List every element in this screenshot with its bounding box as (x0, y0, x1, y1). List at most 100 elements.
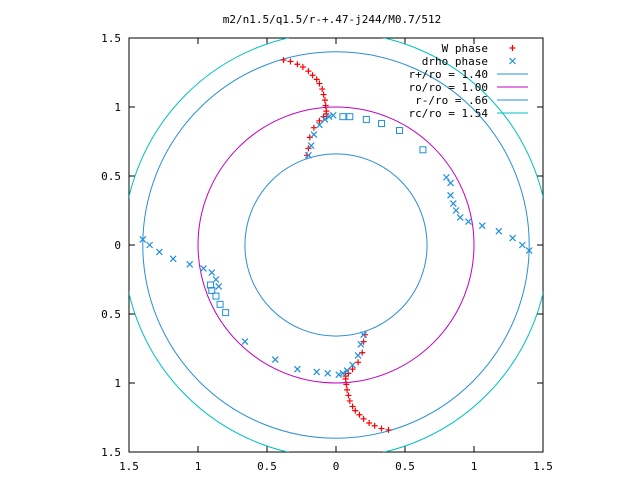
w-phase-point (316, 117, 323, 124)
w-phase-point (366, 420, 373, 427)
w-phase-point (280, 57, 287, 64)
w-phase-point (349, 403, 356, 410)
drho-phase-point (215, 282, 223, 290)
drho-phase-square (419, 146, 427, 154)
w-phase-point (378, 425, 385, 432)
w-phase-point (320, 91, 327, 98)
drho-phase-point (139, 236, 147, 243)
drho-phase-point (509, 234, 517, 242)
drho-phase-point (525, 247, 533, 254)
w-phase-point (371, 422, 378, 429)
drho-phase-point (293, 365, 301, 373)
drho-phase-point (212, 276, 220, 283)
drho-phase-point (241, 338, 249, 346)
y-tick-label: 1.5 (101, 446, 121, 459)
y-tick-label: 1 (114, 101, 121, 114)
drho-phase-point (200, 265, 207, 272)
reference-circle (142, 51, 530, 439)
drho-phase-square (362, 115, 370, 123)
drho-phase-point (442, 173, 450, 181)
w-phase-point (356, 411, 363, 418)
drho-phase-point (349, 361, 356, 369)
w-phase-point (316, 80, 323, 87)
w-phase-point (360, 415, 367, 422)
drho-phase-point (447, 191, 454, 199)
drho-phase-point (325, 113, 333, 121)
drho-phase-square (216, 300, 224, 308)
drho-phase-point (321, 115, 329, 123)
w-phase-point (310, 124, 317, 131)
x-tick-label: 1.5 (119, 460, 139, 473)
drho-phase-square (346, 113, 354, 121)
drho-phase-point (360, 331, 368, 339)
axis-ticks (128, 37, 544, 453)
drho-phase-square (378, 120, 386, 128)
drho-phase-point (307, 142, 315, 150)
legend-x-marker (509, 57, 516, 65)
reference-circles (129, 38, 543, 452)
drho-phase-square (208, 287, 216, 295)
legend-label: ro/ro = 1.00 (409, 81, 488, 94)
drho-phase-point (449, 200, 457, 208)
w-phase-point (352, 407, 359, 414)
w-phase-point (287, 58, 294, 65)
w-phase-point (385, 426, 392, 433)
drho-phase-point (313, 368, 321, 376)
drho-phase-point (304, 151, 312, 159)
drho-phase-point (447, 179, 454, 187)
drho-phase-square (212, 292, 220, 300)
x-tick-label: 1 (195, 460, 202, 473)
x-tick-label: 0.5 (395, 460, 415, 473)
drho-phase-point (310, 131, 318, 139)
drho-phase-point (478, 222, 486, 230)
w-phase-point (355, 359, 362, 366)
drho-phase-point (329, 111, 337, 119)
drho-phase-point (155, 248, 163, 256)
drho-phase-point (357, 340, 365, 348)
w-phase-point (344, 386, 351, 393)
w-phase-point (322, 102, 329, 109)
drho-phase-square (222, 309, 230, 317)
drho-phase-point (169, 255, 177, 263)
y-tick-label: 1.5 (101, 32, 121, 45)
w-phase-point (313, 76, 320, 83)
drho-phase-point (452, 207, 460, 214)
drho-phase-point (354, 351, 362, 359)
w-phase-point (305, 68, 312, 75)
y-tick-label: 0 (114, 239, 121, 252)
legend-label: rc/ro = 1.54 (409, 107, 489, 120)
drho-phase-point (208, 269, 216, 277)
drho-phase-point (335, 371, 343, 379)
drho-phase-point (465, 218, 472, 225)
x-tick-label: 1.5 (533, 460, 553, 473)
x-tick-label: 0 (333, 460, 340, 473)
x-tick-label: 0.5 (257, 460, 277, 473)
drho-phase-point (186, 260, 194, 268)
legend-label: W phase (442, 42, 488, 55)
w-phase-point (321, 97, 328, 104)
drho-phase-point (271, 356, 279, 363)
legend-label: r-/ro = .66 (415, 94, 488, 107)
legend-label: drho phase (422, 55, 488, 68)
drho-phase-point (495, 227, 503, 235)
w-phase-point (319, 86, 326, 93)
reference-circle (244, 153, 428, 337)
drho-phase-point (339, 369, 347, 377)
drho-phase-point (518, 241, 526, 249)
drho-phase-square (395, 126, 403, 134)
drho-phase-square (339, 113, 347, 121)
w-phase-point (309, 72, 316, 79)
w-phase-point (299, 63, 306, 70)
y-tick-labels: 1.5 1 0.5 0 0.5 1 1.5 (101, 32, 121, 459)
legend-label: r+/ro = 1.40 (409, 68, 488, 81)
y-tick-label: 1 (114, 377, 121, 390)
y-tick-label: 0.5 (101, 170, 121, 183)
drho-phase-point (324, 369, 332, 377)
drho-phase-point (456, 213, 464, 221)
y-tick-label: 0.5 (101, 308, 121, 321)
x-tick-labels: 1.5 1 0.5 0 0.5 1 1.5 (119, 460, 553, 473)
phase-points (139, 57, 533, 433)
w-phase-point (294, 61, 301, 68)
